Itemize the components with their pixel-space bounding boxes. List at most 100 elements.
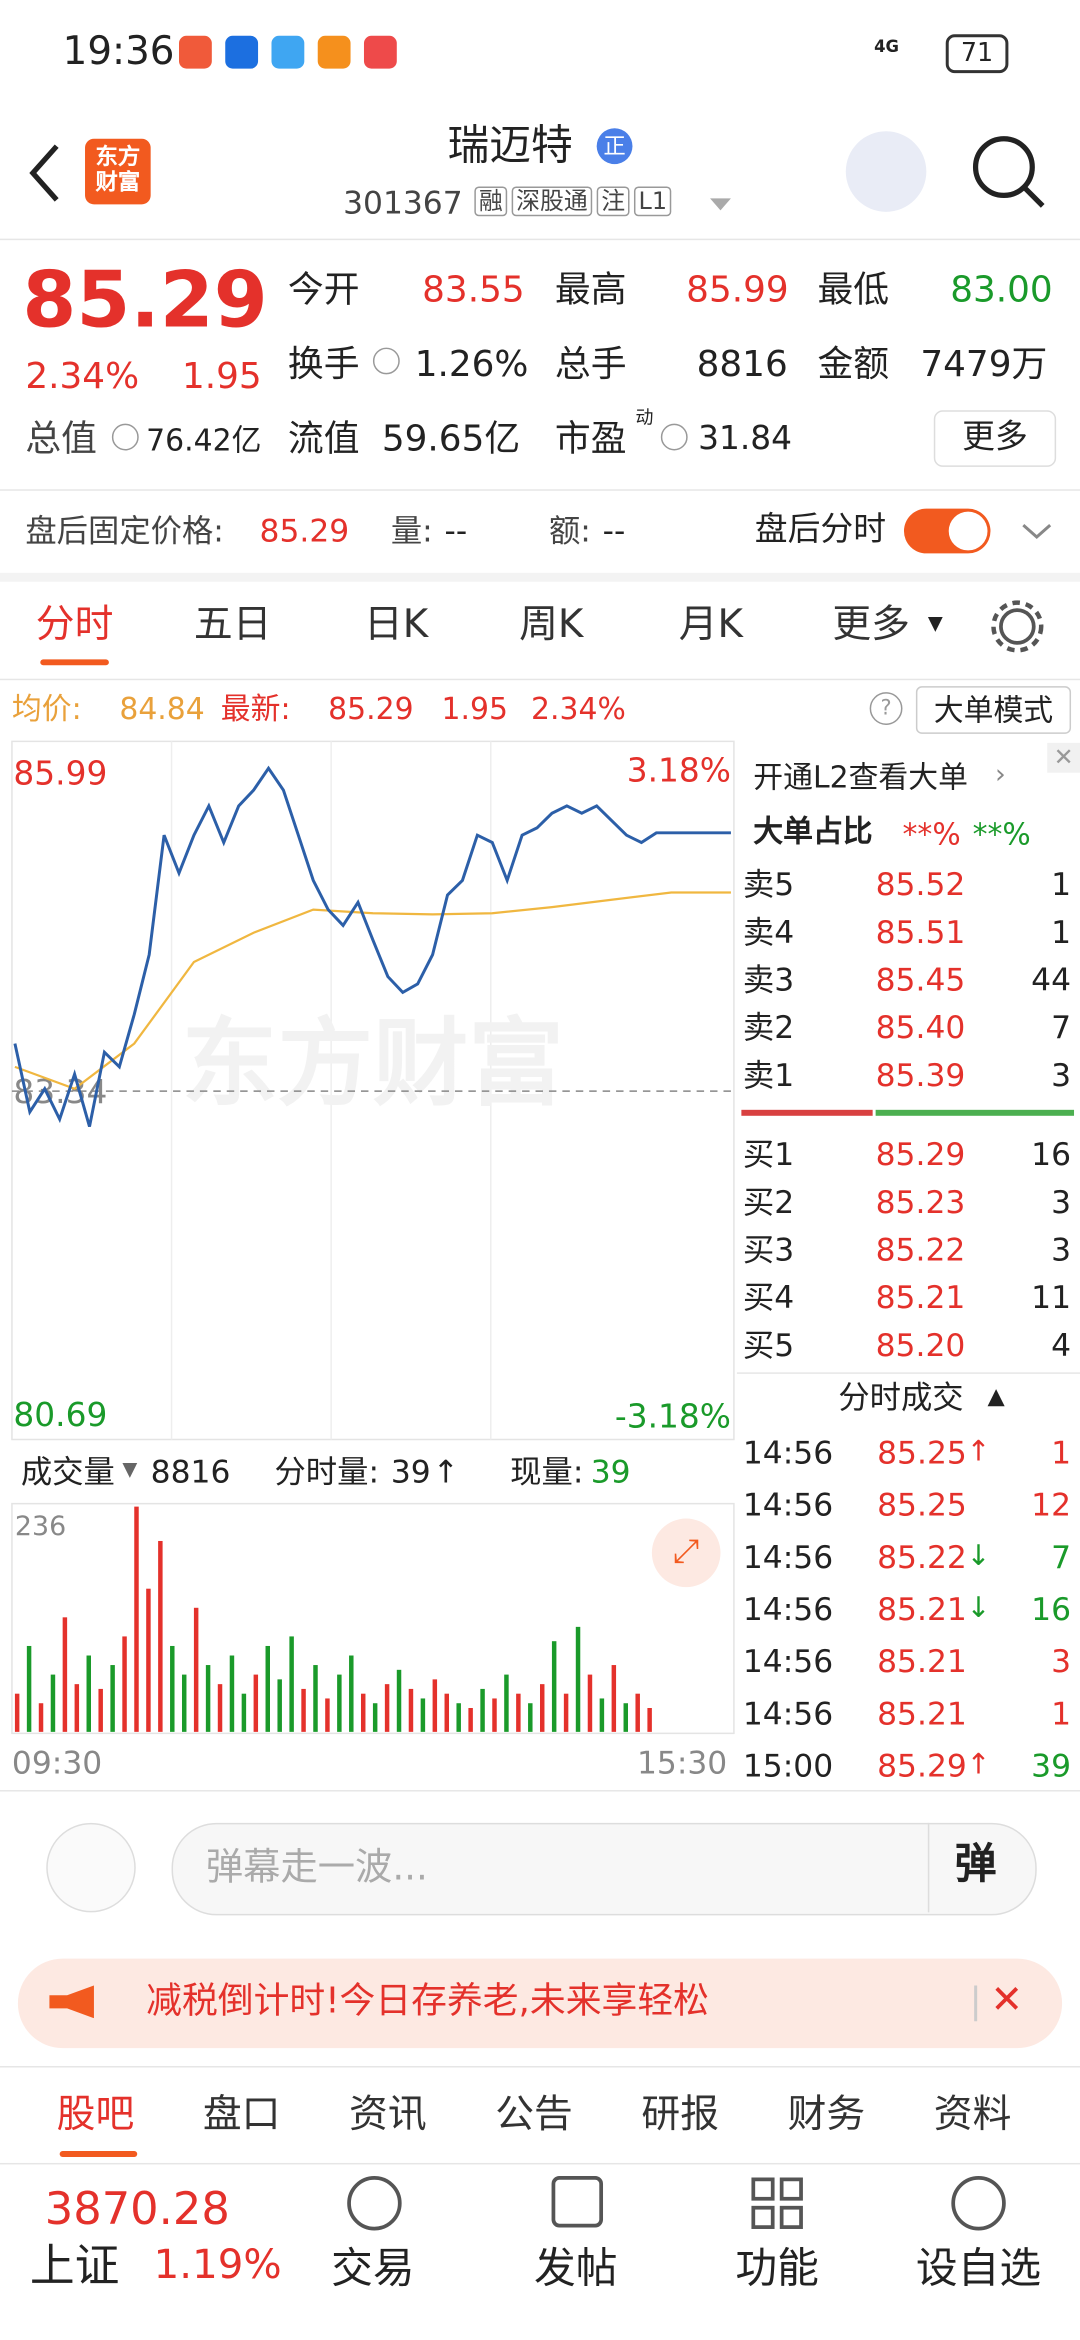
comment-icon[interactable] [46,1822,136,1913]
func-icon [779,2177,803,2201]
divider [0,2162,1080,2165]
book-label: 买1 [742,1136,795,1173]
book-vol: 7 [1051,1009,1072,1046]
book-vol: 3 [1051,1184,1072,1221]
back[interactable] [29,144,59,202]
book-label: 买2 [742,1184,795,1221]
book-label: 卖5 [742,866,795,903]
dropdown[interactable]: ▼ [122,1458,138,1482]
info-icon[interactable] [111,423,139,451]
book-price: 85.39 [875,1057,966,1094]
banner[interactable] [17,1958,1063,2049]
mode-button[interactable]: 大单模式 [915,686,1072,734]
separator [927,1822,930,1913]
gear-svg [991,600,1044,653]
volume-bar [301,1688,306,1732]
danmaku-button[interactable]: 弹 [954,1839,997,1889]
volume-bar [134,1506,139,1732]
time-label: 09:30 [11,1745,103,1782]
tab[interactable]: 研报 [641,2092,720,2138]
trade-vol: 1 [1051,1696,1072,1732]
volume-bar [26,1645,32,1732]
close[interactable]: ✕ [1047,742,1080,773]
trade-price: 85.25 [877,1487,967,1524]
tab[interactable]: 五日 [193,602,272,648]
book-price: 85.29 [875,1136,966,1173]
more-button[interactable]: 更多 [933,410,1057,467]
placeholder: 弹幕走一波... [205,1845,428,1889]
network: 4G [874,37,900,57]
chevron[interactable] [1022,523,1052,540]
tab[interactable]: 盘口 [202,2092,281,2138]
logo[interactable]: 东方 财富 [85,138,151,205]
tab[interactable]: 资讯 [349,2092,427,2138]
nav-item[interactable]: 发帖 [534,2243,618,2293]
nav-item[interactable]: 设自选 [915,2243,1042,2293]
avatar[interactable] [845,131,927,212]
tab[interactable]: 分时 [35,602,114,648]
banner-close[interactable]: ✕ [990,1977,1024,2023]
book-price: 85.21 [875,1279,966,1316]
book-price: 85.22 [875,1232,966,1268]
label: 金额 [817,343,890,385]
search[interactable] [972,136,1035,199]
l2-link[interactable]: 开通L2查看大单 [753,759,968,796]
tab[interactable]: 周K [519,602,584,648]
collapse[interactable]: ▲ [987,1382,1005,1410]
gear[interactable] [999,608,1036,645]
app-icon [363,35,397,69]
volume-bar [217,1684,223,1732]
label: 总值 [25,417,97,460]
trade-time: 14:56 [742,1435,834,1471]
price: 85.29 [22,256,268,347]
book-label: 卖3 [742,962,795,998]
toggle[interactable] [903,508,991,554]
volume-bar [98,1688,103,1732]
tab[interactable]: 日K [363,602,429,648]
status-time: 19:36 [62,29,175,75]
tag: L1 [634,186,672,217]
volume-bar [313,1665,318,1732]
volume-bar [241,1693,247,1732]
comment-input[interactable] [171,1822,1037,1916]
volume-bar [444,1693,450,1732]
tab[interactable]: 资料 [933,2092,1012,2138]
tab[interactable]: 公告 [495,2092,573,2138]
value: 1.95 [441,690,508,727]
volume-bar [74,1684,80,1732]
volume-bar [384,1684,390,1732]
help[interactable]: ? [869,692,903,725]
tab[interactable]: 股吧 [56,2092,135,2138]
tab[interactable]: 月K [678,602,743,648]
volume-bar [504,1674,509,1732]
expand[interactable]: ⤢ [651,1518,721,1588]
label: 最低 [817,268,890,311]
separator [0,572,1080,582]
arrow: ↑ [432,1454,459,1491]
tab[interactable]: 财务 [787,2092,866,2138]
trade-vol: 1 [1051,1435,1072,1471]
watermark: 东方财富 [182,1007,564,1119]
volume-bar [599,1698,605,1732]
banner-text: 减税倒计时!今日存养老,未来享轻松 [146,1979,709,2022]
nav-item[interactable]: 交易 [331,2243,415,2293]
volume-bar [563,1693,569,1732]
divider [0,2066,1080,2068]
trade-time: 14:56 [742,1487,834,1524]
label: 分时量: [274,1454,380,1491]
label: 最新: [220,690,291,727]
trade-price: 85.29 [877,1748,967,1785]
toggle-label: 盘后分时 [754,511,887,549]
nav-item[interactable]: 功能 [735,2243,819,2293]
app-icon [317,35,351,69]
book-price: 85.20 [875,1327,966,1364]
info-icon[interactable] [372,347,400,375]
book-label: 买3 [742,1232,795,1268]
price-line [13,765,731,1127]
time-label: 15:30 [636,1745,728,1782]
tab[interactable]: 更多 [832,602,910,648]
volume-bar [575,1626,581,1732]
info-icon[interactable] [660,423,688,451]
